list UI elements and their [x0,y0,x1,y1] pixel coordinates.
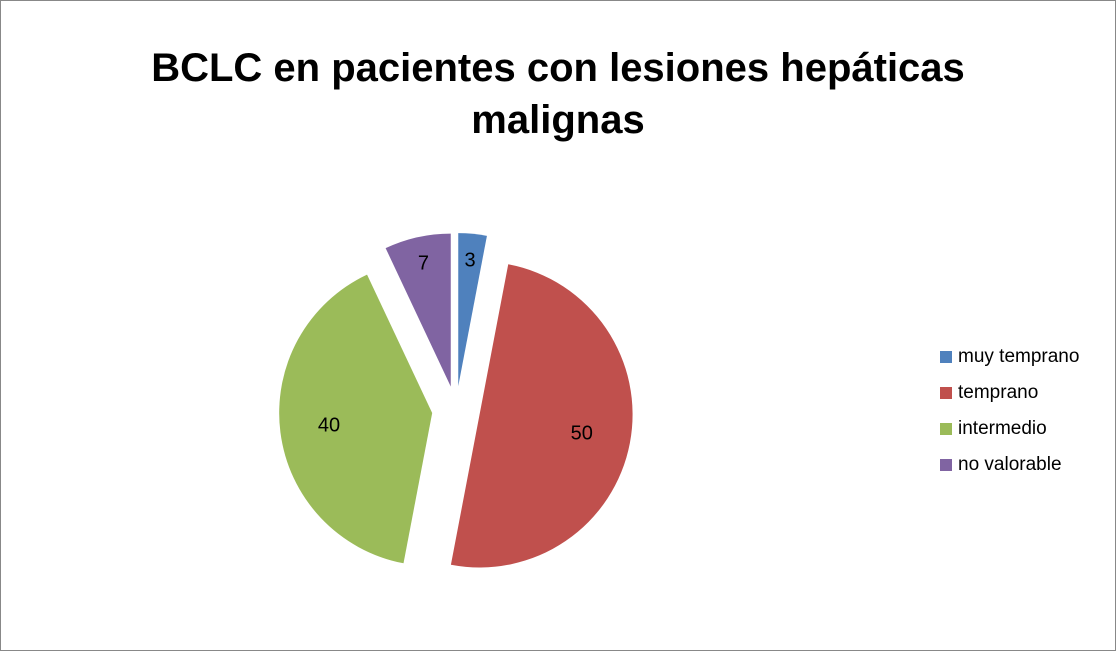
legend-label: muy temprano [958,346,1079,367]
legend-swatch [940,423,952,435]
pie-slice [279,274,433,564]
legend-swatch [940,387,952,399]
pie-slice [385,233,451,387]
legend-swatch [940,459,952,471]
data-label: 3 [465,249,476,271]
legend-label: no valorable [958,454,1062,475]
legend-label: temprano [958,382,1038,403]
data-label: 50 [571,422,593,444]
pie-slice [458,233,487,387]
data-label: 7 [418,252,429,274]
data-label: 40 [318,414,340,436]
legend-label: intermedio [958,418,1047,439]
pie-slice [450,264,633,568]
legend-swatch [940,351,952,363]
chart-title: BCLC en pacientes con lesiones hepáticas… [151,46,965,142]
